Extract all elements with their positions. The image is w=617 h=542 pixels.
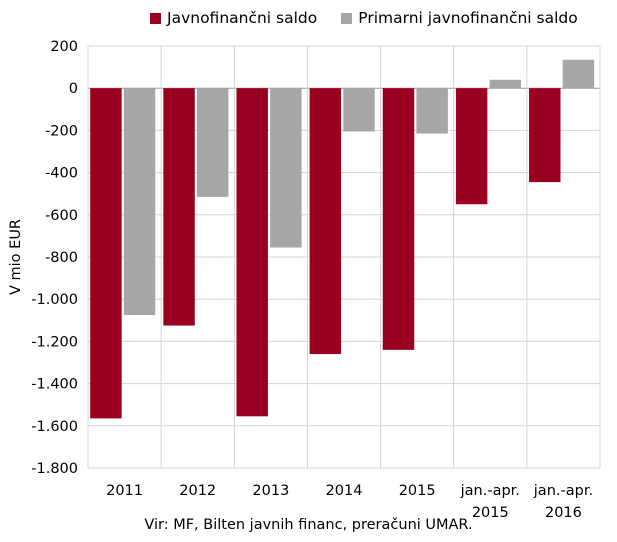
legend-swatch-javnofinancni-saldo (150, 12, 161, 24)
bar-javnofinancni-saldo (163, 88, 195, 326)
legend-label-javnofinancni-saldo: Javnofinančni saldo (167, 9, 318, 27)
y-tick-label: -400 (45, 166, 78, 182)
chart-legend: Javnofinančni saldo Primarni javnofinanč… (150, 9, 602, 27)
x-tick-label: jan.-apr. (533, 483, 593, 499)
x-tick-label: 2014 (326, 483, 363, 499)
y-tick-label: -200 (45, 123, 78, 139)
y-tick-label: -1.800 (31, 461, 78, 477)
x-tick-label: 2012 (179, 483, 216, 499)
bar-primarni-saldo (196, 88, 229, 197)
legend-label-primarni-saldo: Primarni javnofinančni saldo (358, 9, 578, 27)
y-tick-label: -1.400 (31, 377, 78, 393)
y-axis-label: V mio EUR (8, 219, 24, 295)
y-tick-label: -1.200 (31, 334, 78, 350)
y-tick-label: 0 (69, 81, 78, 97)
bar-javnofinancni-saldo (309, 88, 342, 355)
bar-javnofinancni-saldo (90, 88, 122, 419)
bar-javnofinancni-saldo (382, 88, 415, 350)
x-tick-label: 2011 (106, 483, 143, 499)
bar-primarni-saldo (270, 88, 302, 248)
bar-javnofinancni-saldo (455, 88, 488, 205)
x-tick-label: 2013 (252, 483, 289, 499)
x-tick-label: jan.-apr. (460, 483, 520, 499)
y-tick-label: -800 (45, 250, 78, 266)
y-tick-label: -1.000 (31, 292, 78, 308)
bar-primarni-saldo (416, 88, 448, 134)
bar-primarni-saldo (489, 79, 522, 89)
y-tick-label: 200 (50, 39, 78, 55)
bar-primarni-saldo (343, 88, 375, 132)
legend-item-primarni-saldo: Primarni javnofinančni saldo (341, 9, 578, 27)
bar-javnofinancni-saldo (529, 88, 561, 183)
chart-source-note: Vir: MF, Bilten javnih financ, preračuni… (144, 517, 473, 533)
bar-primarni-saldo (123, 88, 156, 316)
bar-javnofinancni-saldo (236, 88, 268, 417)
y-tick-label: -600 (45, 208, 78, 224)
legend-item-javnofinancni-saldo: Javnofinančni saldo (150, 9, 317, 27)
bar-primarni-saldo (562, 59, 595, 89)
x-tick-label: 2015 (399, 483, 436, 499)
x-tick-label: 2016 (545, 505, 582, 521)
legend-swatch-primarni-saldo (341, 12, 353, 24)
y-tick-label: -1.600 (31, 419, 78, 435)
plot-border (87, 45, 601, 469)
x-tick-label: 2015 (472, 505, 509, 521)
